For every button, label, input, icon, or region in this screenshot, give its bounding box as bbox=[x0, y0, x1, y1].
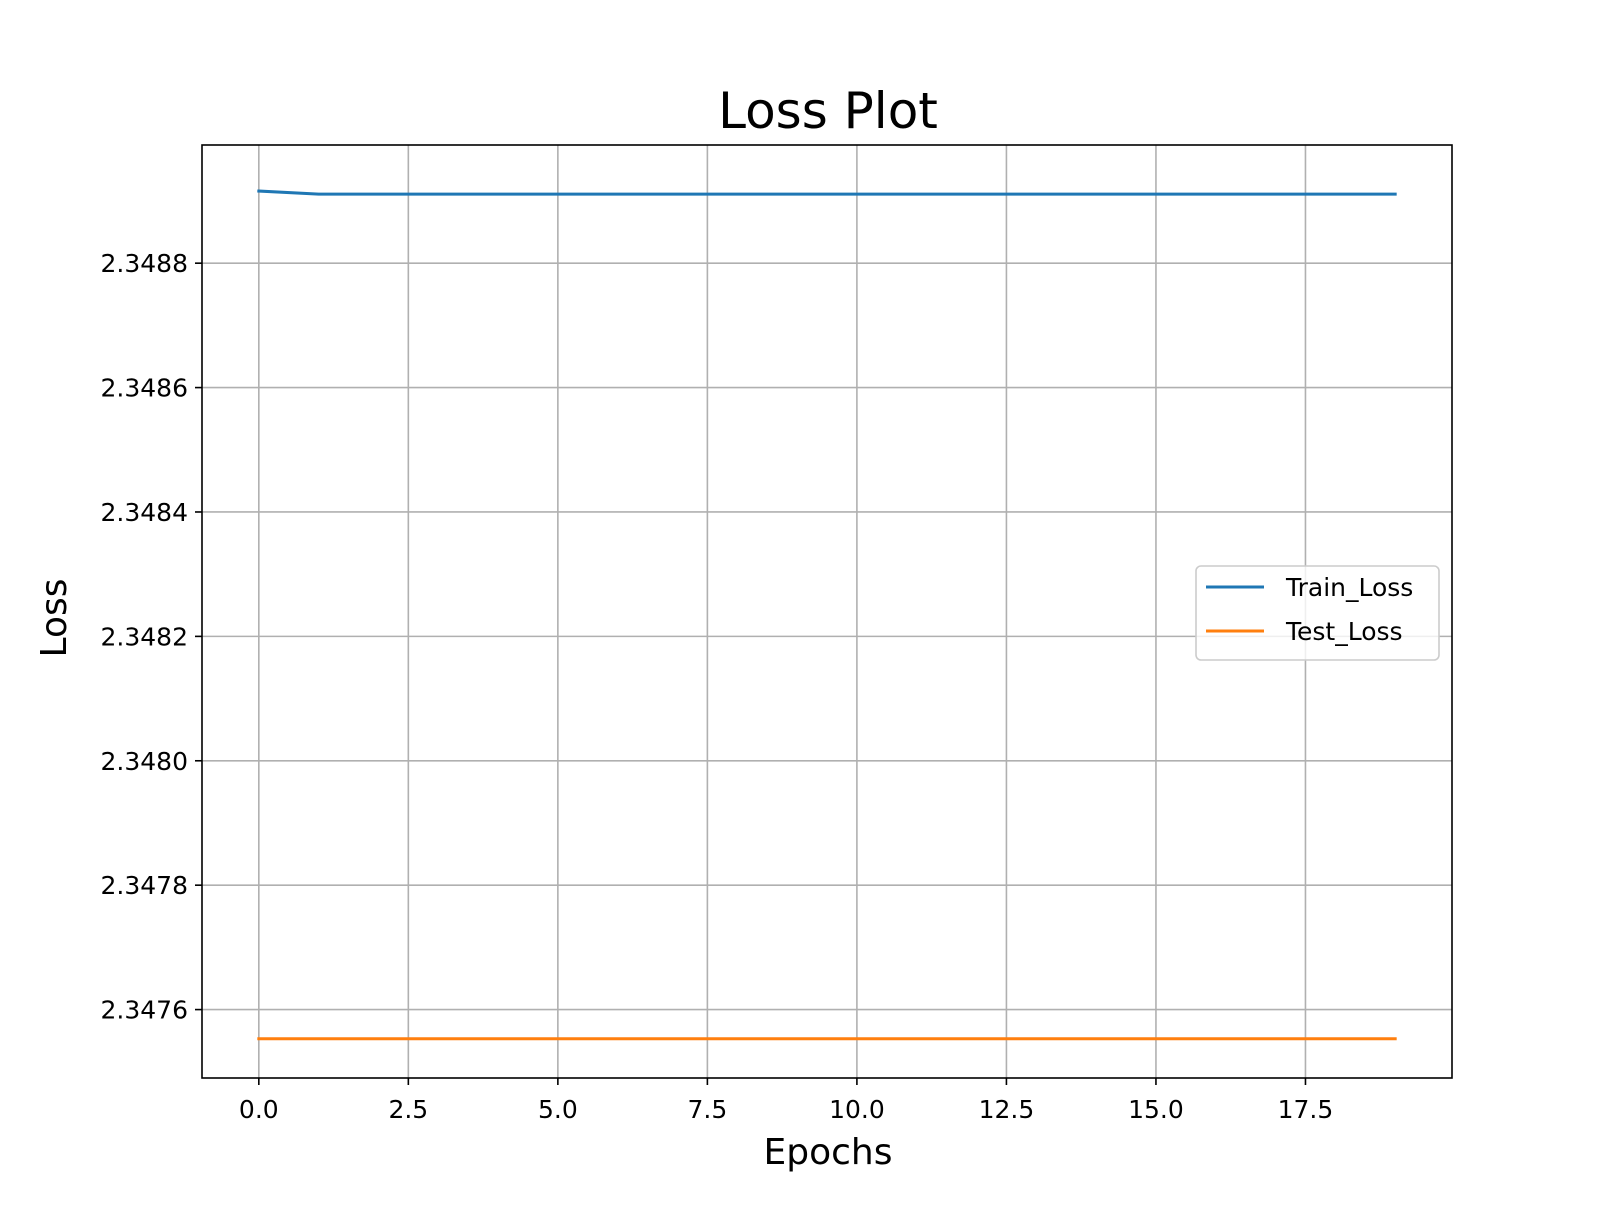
y-tick-label: 2.3480 bbox=[101, 747, 188, 776]
x-tick-label: 7.5 bbox=[687, 1095, 727, 1124]
legend-items: Train_Loss Test_Loss bbox=[1206, 573, 1413, 646]
x-tick-label: 15.0 bbox=[1128, 1095, 1184, 1124]
x-tick-label: 0.0 bbox=[239, 1095, 279, 1124]
y-tick-label: 2.3484 bbox=[101, 498, 188, 527]
series-lines bbox=[257, 189, 1397, 1041]
y-tick-label: 2.3478 bbox=[101, 871, 188, 900]
x-tick-label: 5.0 bbox=[538, 1095, 578, 1124]
x-axis-label: Epochs bbox=[764, 1132, 893, 1173]
x-tick-label: 12.5 bbox=[979, 1095, 1035, 1124]
y-tick-label: 2.3488 bbox=[101, 249, 188, 278]
legend: Train_Loss Test_Loss bbox=[1195, 565, 1440, 661]
x-tick-label: 17.5 bbox=[1278, 1095, 1334, 1124]
x-tick-label: 10.0 bbox=[829, 1095, 885, 1124]
legend-box bbox=[1195, 565, 1440, 661]
y-tick-label: 2.3476 bbox=[101, 996, 188, 1025]
chart-title: Loss Plot bbox=[718, 82, 938, 140]
legend-label-test-loss: Test_Loss bbox=[1285, 617, 1403, 646]
y-tick-label: 2.3486 bbox=[101, 374, 188, 403]
axis-ticks: 0.0 2.5 5.0 7.5 10.0 12.5 15.0 17.5 2.3476 2.3478… bbox=[101, 249, 1334, 1124]
train-loss-line bbox=[257, 189, 1397, 196]
x-tick-label: 2.5 bbox=[388, 1095, 428, 1124]
legend-label-train-loss: Train_Loss bbox=[1285, 573, 1413, 602]
grid-lines bbox=[202, 145, 1452, 1078]
y-tick-label: 2.3482 bbox=[101, 622, 188, 651]
plot-frame bbox=[201, 144, 1453, 1079]
y-axis-label: Loss bbox=[34, 579, 75, 658]
